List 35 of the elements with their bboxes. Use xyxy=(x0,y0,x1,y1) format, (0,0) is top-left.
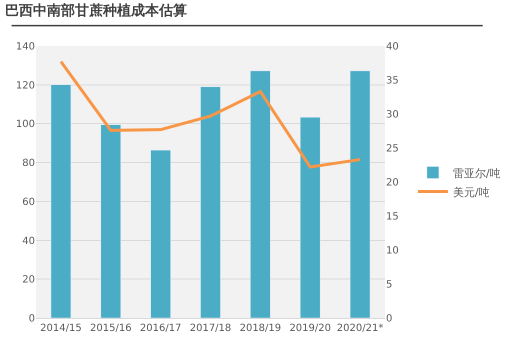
y2-tick-label: 20 xyxy=(386,178,399,188)
bar xyxy=(50,84,72,318)
y2-tick-label: 30 xyxy=(386,110,399,120)
bar xyxy=(350,70,370,318)
bar xyxy=(200,86,221,318)
legend-label: 雷亚尔/吨 xyxy=(452,166,501,180)
line-series xyxy=(59,60,362,169)
y2-tick-label: 40 xyxy=(386,42,399,52)
x-tick-label: 2018/19 xyxy=(240,323,282,334)
y-tick-label: 0 xyxy=(28,314,35,324)
chart-title: 巴西中南部甘蔗种植成本估算 xyxy=(5,2,188,19)
y-tick-label: 20 xyxy=(22,274,35,286)
y2-tick-label: 5 xyxy=(386,280,392,290)
y2-tick-label: 15 xyxy=(386,212,399,222)
y2-tick-label: 25 xyxy=(386,144,399,154)
y-tick-label: 80 xyxy=(22,158,35,170)
x-tick-label: 2016/17 xyxy=(140,323,182,334)
y-tick-label: 40 xyxy=(22,236,35,247)
y2-tick-label: 10 xyxy=(386,246,399,256)
y-tick-label: 60 xyxy=(22,196,35,208)
x-tick-label: 2014/15 xyxy=(40,323,82,334)
x-tick-label: 2015/16 xyxy=(90,323,132,334)
x-tick-label: 2020/21* xyxy=(336,323,384,334)
bar xyxy=(250,70,271,318)
y2-tick-label: 35 xyxy=(386,76,399,86)
y-tick-label: 140 xyxy=(16,42,35,52)
bar xyxy=(100,124,122,318)
bar xyxy=(150,150,171,318)
x-tick-label: 2019/20 xyxy=(289,323,331,334)
bar xyxy=(300,117,320,318)
y2-tick-label: 0 xyxy=(386,314,392,324)
x-tick-label: 2017/18 xyxy=(190,323,232,334)
y-tick-label: 100 xyxy=(16,119,35,130)
y-tick-label: 120 xyxy=(16,80,35,92)
legend-label: 美元/吨 xyxy=(452,186,490,199)
